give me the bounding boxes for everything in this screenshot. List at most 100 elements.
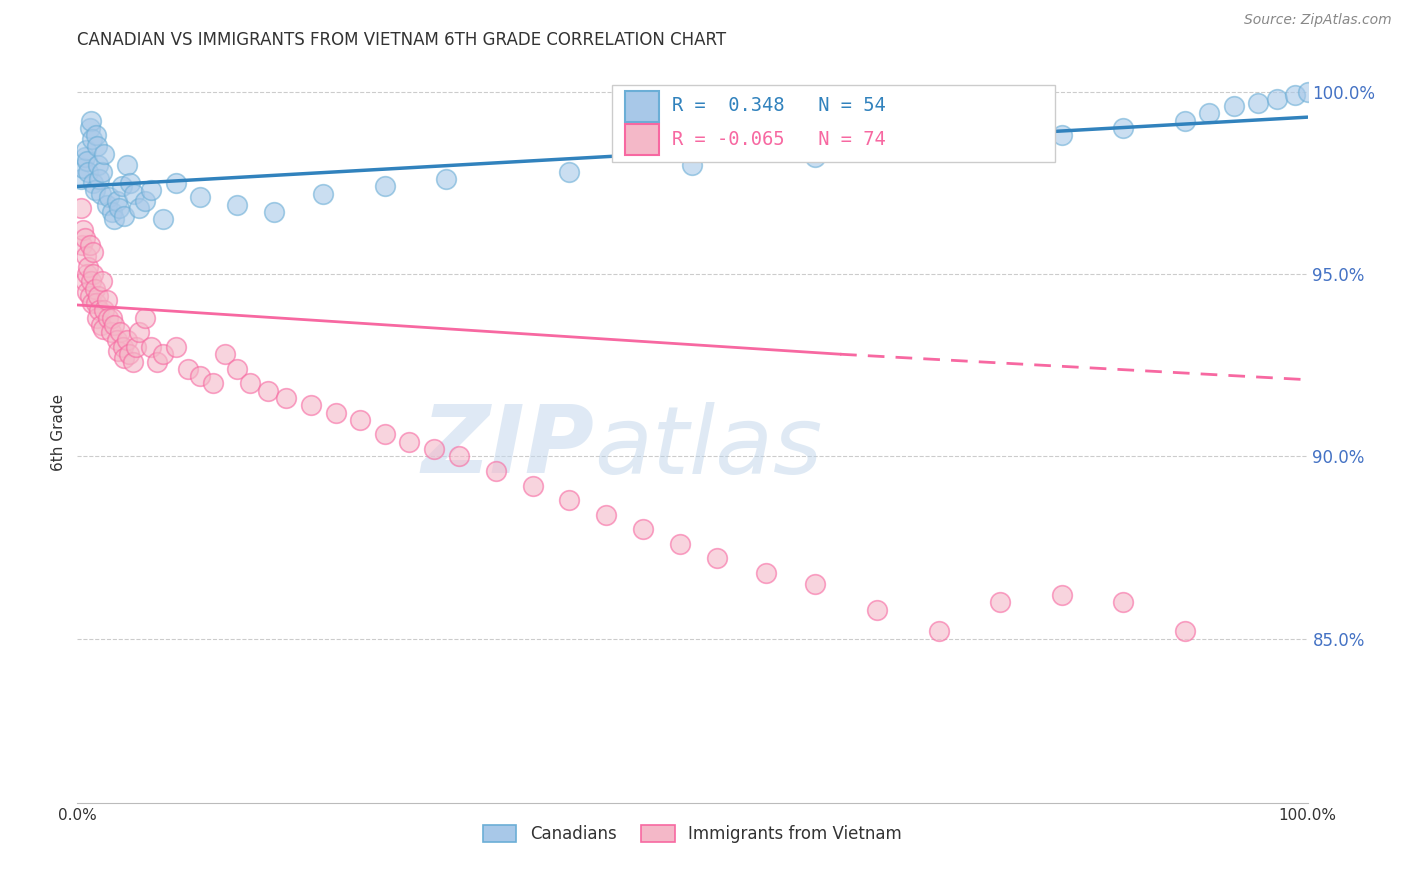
Point [121, 354, 143, 368]
Point [86, 139, 108, 153]
Point [374, 427, 396, 442]
FancyBboxPatch shape [624, 91, 659, 121]
Point [96, 197, 118, 211]
Point [1112, 595, 1135, 609]
Point [105, 194, 128, 208]
Point [90, 274, 114, 288]
Point [398, 434, 420, 449]
Point [423, 442, 446, 456]
Point [82, 176, 104, 190]
Point [436, 172, 458, 186]
Point [755, 566, 778, 580]
Point [120, 176, 142, 190]
Point [100, 326, 122, 340]
Point [522, 478, 544, 492]
Point [141, 183, 163, 197]
Point [75, 249, 97, 263]
Point [374, 179, 396, 194]
Point [101, 205, 124, 219]
Text: ZIP: ZIP [422, 401, 595, 493]
Point [928, 624, 950, 639]
Point [257, 384, 280, 398]
Point [101, 310, 124, 325]
Point [1050, 128, 1073, 143]
Point [93, 146, 115, 161]
Point [188, 190, 212, 204]
Point [152, 347, 174, 361]
Point [70, 202, 93, 216]
Y-axis label: 6th Grade: 6th Grade [51, 394, 66, 471]
Point [115, 333, 138, 347]
Point [1223, 99, 1246, 113]
FancyBboxPatch shape [624, 124, 659, 155]
Point [76, 285, 98, 300]
Point [1247, 95, 1270, 110]
Point [1265, 92, 1288, 106]
Point [111, 179, 132, 194]
Point [73, 230, 96, 244]
Point [226, 361, 249, 376]
Point [214, 347, 236, 361]
Point [87, 157, 110, 171]
Point [89, 303, 111, 318]
Point [125, 340, 148, 354]
Point [73, 274, 96, 288]
Point [91, 321, 114, 335]
Point [349, 413, 371, 427]
Point [165, 340, 187, 354]
Point [122, 186, 145, 201]
Point [1284, 88, 1306, 103]
Point [112, 209, 135, 223]
Point [96, 293, 118, 307]
Point [706, 551, 728, 566]
Point [105, 333, 128, 347]
Point [87, 289, 110, 303]
Point [76, 267, 98, 281]
Point [165, 176, 187, 190]
Point [82, 296, 104, 310]
Point [1198, 106, 1220, 120]
Point [299, 398, 322, 412]
Point [134, 310, 156, 325]
Point [1050, 588, 1073, 602]
Point [118, 347, 141, 361]
Point [70, 172, 93, 186]
Point [89, 172, 111, 186]
Point [83, 281, 105, 295]
Point [866, 602, 889, 616]
Point [84, 128, 107, 143]
Point [86, 310, 108, 325]
Point [804, 577, 827, 591]
Point [804, 150, 827, 164]
Point [80, 113, 103, 128]
Point [76, 153, 98, 168]
Point [128, 202, 150, 216]
Point [82, 245, 104, 260]
Point [73, 150, 96, 164]
Point [141, 340, 163, 354]
Point [75, 143, 97, 157]
Point [325, 406, 347, 420]
Point [276, 391, 298, 405]
Point [72, 223, 94, 237]
Point [108, 202, 131, 216]
Point [82, 132, 104, 146]
Point [80, 274, 103, 288]
Point [988, 136, 1011, 150]
Point [633, 522, 655, 536]
Point [485, 464, 508, 478]
Point [128, 326, 150, 340]
Point [226, 197, 249, 211]
Point [93, 303, 115, 318]
Point [72, 161, 94, 176]
Point [112, 351, 135, 365]
Point [79, 237, 101, 252]
Point [97, 310, 120, 325]
Point [77, 165, 100, 179]
Point [83, 183, 105, 197]
Point [111, 340, 134, 354]
Point [988, 595, 1011, 609]
Point [177, 361, 200, 376]
Point [103, 318, 125, 332]
Point [79, 289, 101, 303]
